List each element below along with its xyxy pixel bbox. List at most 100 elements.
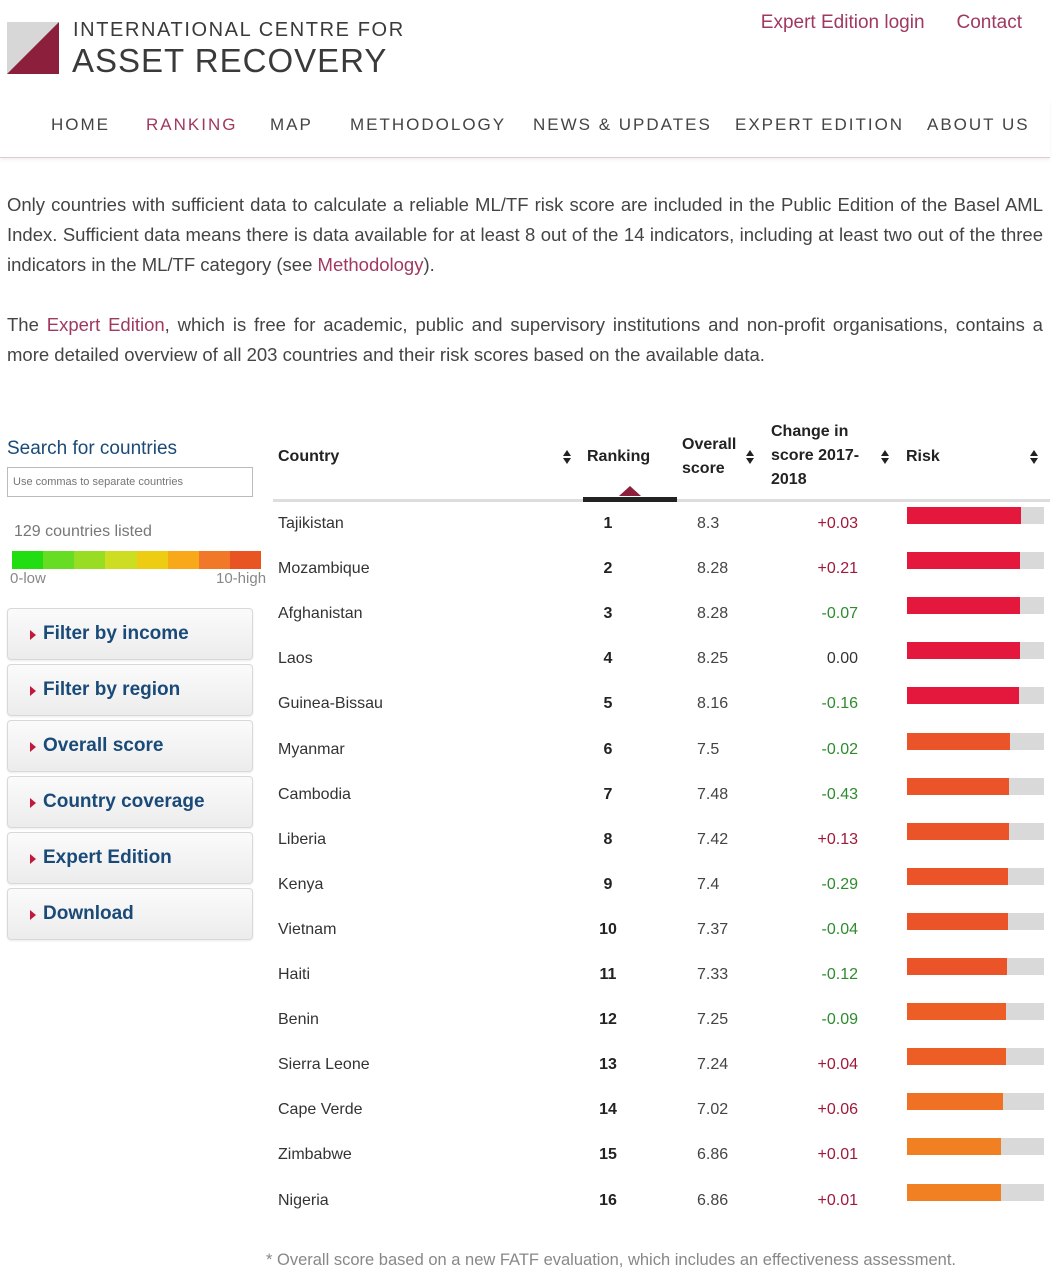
table-row[interactable]: Tajikistan 1 8.3 +0.03 — [273, 504, 1050, 549]
country-rank: 13 — [599, 1056, 617, 1074]
header-change-line1: Change in — [771, 423, 849, 440]
overall-score: 6.86 — [697, 1146, 729, 1164]
country-rank: 3 — [603, 605, 613, 623]
table-row[interactable]: Mozambique 2 8.28 +0.21 — [273, 549, 1050, 594]
table-row[interactable]: Vietnam 10 7.37 -0.04 — [273, 910, 1050, 955]
country-rank: 7 — [603, 785, 613, 803]
filter-by-region-button[interactable]: Filter by region — [7, 664, 253, 716]
country-name: Benin — [278, 1011, 319, 1029]
table-row[interactable]: Liberia 8 7.42 +0.13 — [273, 820, 1050, 865]
header-overall-score[interactable]: Overall score — [682, 433, 736, 481]
table-row[interactable]: Afghanistan 3 8.28 -0.07 — [273, 594, 1050, 639]
sort-country-icon[interactable] — [563, 450, 572, 464]
table-row[interactable]: Benin 12 7.25 -0.09 — [273, 1000, 1050, 1045]
logo-text-line1: INTERNATIONAL CENTRE FOR — [73, 19, 405, 41]
scale-segment — [198, 551, 230, 569]
header-score-line2: score — [682, 460, 725, 477]
intro-p1-text-a: Only countries with sufficient data to c… — [7, 194, 1043, 275]
risk-bar-fill — [907, 507, 1021, 524]
table-row[interactable]: Nigeria 16 6.86 +0.01 — [273, 1181, 1050, 1226]
score-change: +0.03 — [817, 515, 858, 532]
sort-change-icon[interactable] — [881, 450, 890, 464]
main-nav: HOME RANKING MAP METHODOLOGY NEWS & UPDA… — [0, 100, 1050, 158]
country-name: Afghanistan — [278, 605, 363, 623]
table-row[interactable]: Cambodia 7 7.48 -0.43 — [273, 775, 1050, 820]
country-rank: 6 — [603, 740, 613, 758]
caret-right-icon — [30, 742, 36, 752]
table-row[interactable]: Sierra Leone 13 7.24 +0.04 — [273, 1045, 1050, 1090]
overall-score: 8.28 — [697, 605, 729, 623]
header-country[interactable]: Country — [278, 448, 340, 465]
methodology-link[interactable]: Methodology — [317, 254, 424, 275]
table-row[interactable]: Myanmar 6 7.5 -0.02 — [273, 730, 1050, 775]
sort-risk-icon[interactable] — [1030, 450, 1039, 464]
header-risk[interactable]: Risk — [906, 448, 940, 465]
nav-about-us[interactable]: ABOUT US — [927, 115, 1030, 134]
country-name: Tajikistan — [278, 515, 344, 532]
overall-score: 7.02 — [697, 1101, 729, 1119]
risk-color-scale — [12, 551, 261, 569]
filter-label: Filter by income — [43, 623, 189, 644]
table-row[interactable]: Guinea-Bissau 5 8.16 -0.16 — [273, 684, 1050, 729]
country-name: Mozambique — [278, 560, 370, 578]
nav-map[interactable]: MAP — [270, 115, 313, 134]
country-rank: 12 — [599, 1011, 617, 1029]
filter-by-income-button[interactable]: Filter by income — [7, 608, 253, 660]
risk-bar — [907, 777, 1044, 795]
risk-bar-fill — [907, 642, 1021, 660]
expert-edition-link[interactable]: Expert Edition — [46, 314, 165, 335]
filter-label: Filter by region — [43, 679, 181, 700]
caret-right-icon — [30, 630, 36, 640]
risk-bar — [907, 958, 1044, 975]
country-name: Vietnam — [278, 920, 337, 938]
intro-p2-text-a: The — [7, 314, 47, 335]
contact-link[interactable]: Contact — [956, 12, 1022, 33]
score-change: -0.07 — [821, 605, 858, 623]
footnote: * Overall score based on a new FATF eval… — [266, 1251, 956, 1269]
nav-ranking[interactable]: RANKING — [146, 115, 238, 134]
country-name: Cambodia — [278, 785, 351, 803]
country-search-input[interactable] — [7, 467, 253, 497]
caret-right-icon — [30, 854, 36, 864]
score-change: -0.29 — [821, 875, 858, 893]
top-links: Expert Edition login Contact — [761, 12, 1022, 34]
country-coverage-button[interactable]: Country coverage — [7, 776, 253, 828]
score-change: +0.04 — [817, 1056, 858, 1074]
nav-methodology[interactable]: METHODOLOGY — [350, 115, 507, 134]
risk-bar-fill — [907, 687, 1019, 705]
filter-label: Download — [43, 903, 134, 924]
nav-news-updates[interactable]: NEWS & UPDATES — [533, 115, 712, 134]
scale-segment — [167, 551, 199, 569]
overall-score: 8.16 — [697, 695, 729, 713]
table-row[interactable]: Laos 4 8.25 0.00 — [273, 639, 1050, 684]
header-change-line2: score 2017- — [771, 447, 860, 464]
scale-high-label: 10-high — [216, 570, 266, 587]
table-row[interactable]: Kenya 9 7.4 -0.29 — [273, 865, 1050, 910]
expert-edition-button[interactable]: Expert Edition — [7, 832, 253, 884]
risk-bar-fill — [907, 732, 1010, 750]
sort-score-icon[interactable] — [746, 450, 755, 464]
header-ranking[interactable]: Ranking — [587, 448, 651, 465]
risk-bar-fill — [907, 552, 1021, 570]
expert-edition-login-link[interactable]: Expert Edition login — [760, 12, 925, 33]
score-change: +0.01 — [817, 1191, 858, 1209]
risk-bar-fill — [907, 1183, 1001, 1201]
nav-expert-edition[interactable]: EXPERT EDITION — [735, 115, 905, 134]
country-name: Laos — [278, 650, 313, 668]
risk-bar-fill — [907, 597, 1021, 615]
country-rank: 10 — [599, 920, 617, 938]
risk-bar — [907, 597, 1044, 615]
download-button[interactable]: Download — [7, 888, 253, 940]
table-row[interactable]: Cape Verde 14 7.02 +0.06 — [273, 1090, 1050, 1135]
table-row[interactable]: Haiti 11 7.33 -0.12 — [273, 955, 1050, 1000]
scale-segment — [136, 551, 168, 569]
nav-home[interactable]: HOME — [51, 115, 110, 134]
country-rank: 2 — [603, 560, 613, 578]
caret-right-icon — [30, 910, 36, 920]
table-row[interactable]: Zimbabwe 15 6.86 +0.01 — [273, 1135, 1050, 1180]
header-change[interactable]: Change in score 2017- 2018 — [771, 420, 859, 492]
overall-score-button[interactable]: Overall score — [7, 720, 253, 772]
country-name: Liberia — [278, 830, 327, 848]
overall-score: 7.37 — [697, 920, 729, 938]
header-score-line1: Overall — [682, 436, 737, 453]
